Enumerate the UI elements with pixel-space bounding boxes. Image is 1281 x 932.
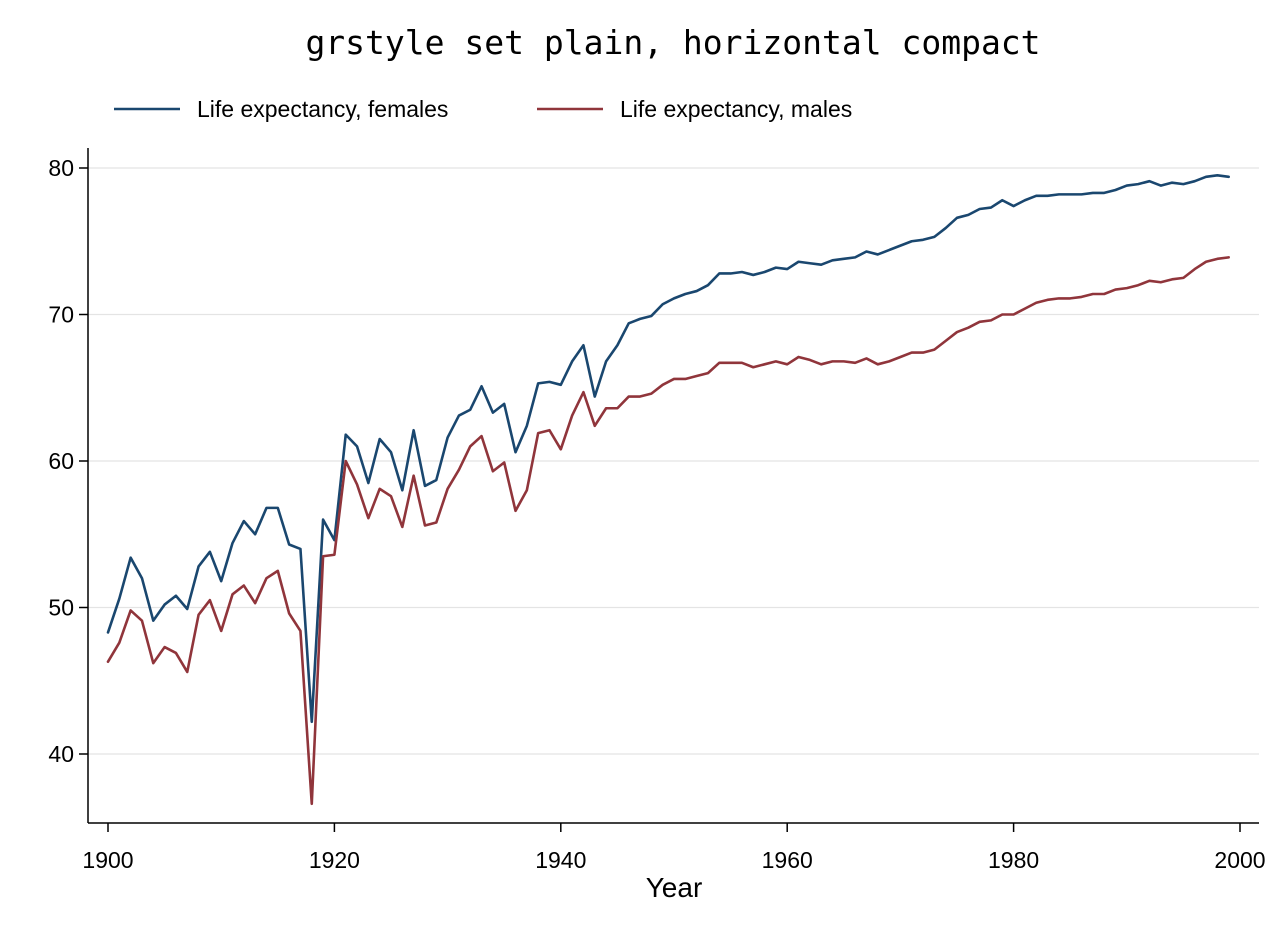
x-tick-label-1920: 1920 [309, 847, 360, 873]
legend-label-females: Life expectancy, females [197, 96, 448, 122]
x-tick-label-1900: 1900 [82, 847, 133, 873]
legend: Life expectancy, females Life expectancy… [114, 96, 852, 122]
x-tick-label-2000: 2000 [1214, 847, 1265, 873]
series-line-males [106, 256, 1230, 806]
y-tick-label-70: 70 [48, 302, 74, 328]
chart-title: grstyle set plain, horizontal compact [305, 23, 1040, 62]
legend-label-males: Life expectancy, males [620, 96, 852, 122]
y-tick-label-60: 60 [48, 448, 74, 474]
y-tick-label-40: 40 [48, 741, 74, 767]
x-axis-title: Year [646, 872, 703, 903]
gridlines [88, 167, 1259, 755]
series-lines [106, 174, 1230, 806]
x-tick-label-1940: 1940 [535, 847, 586, 873]
series-line-females [106, 174, 1230, 724]
y-tick-label-80: 80 [48, 155, 74, 181]
x-tick-label-1960: 1960 [762, 847, 813, 873]
y-tick-label-50: 50 [48, 595, 74, 621]
x-tick-label-1980: 1980 [988, 847, 1039, 873]
axes: 40 50 60 70 80 1900 1920 1940 1960 1980 2000 [48, 148, 1266, 873]
